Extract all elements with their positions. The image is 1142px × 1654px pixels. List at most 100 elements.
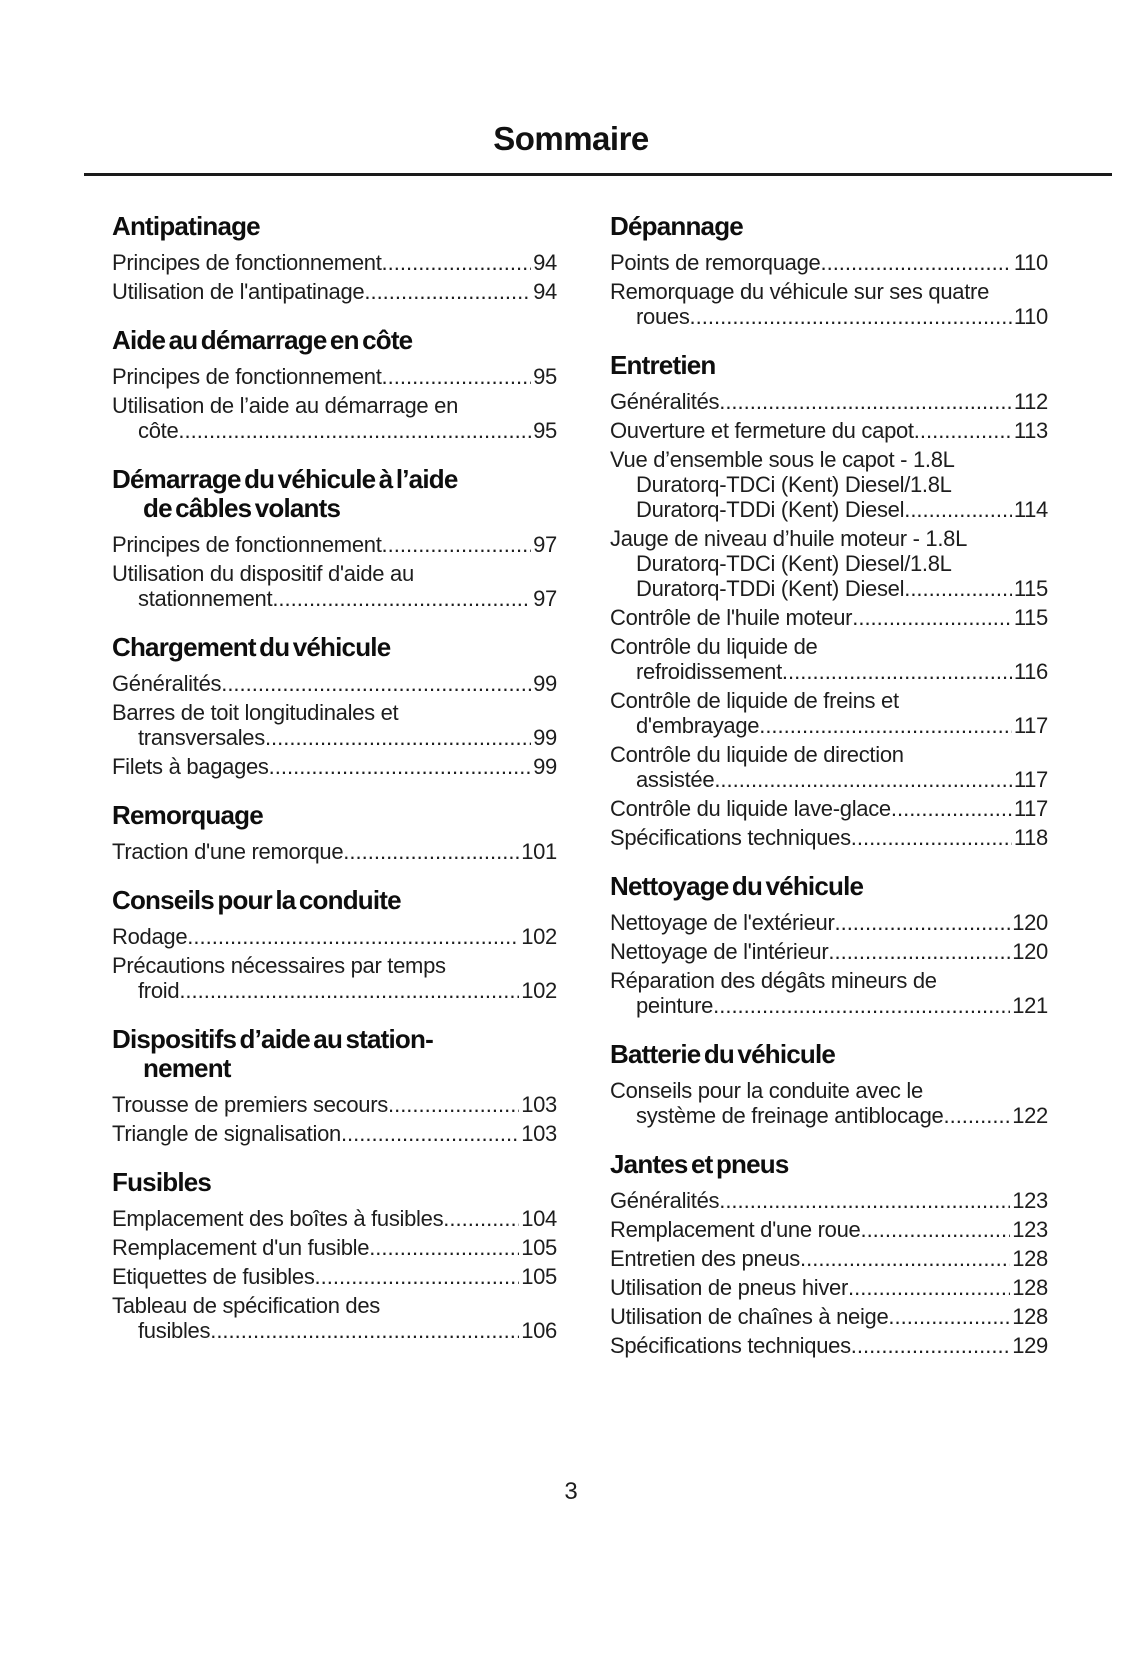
section-heading: Aide au démarrage en côte xyxy=(112,325,413,355)
toc-entry-page: 94 xyxy=(533,250,557,275)
toc-entry[interactable]: Utilisation de l’aide au démarrage en cô… xyxy=(112,393,557,443)
toc-entry[interactable]: Utilisation de pneus hiver128 xyxy=(610,1275,1048,1300)
section-heading: Nettoyage du véhicule xyxy=(610,871,864,901)
toc-entry-label: Barres de toit longitudinales et transve… xyxy=(112,700,531,750)
toc-entry[interactable]: Utilisation de l'antipatinage94 xyxy=(112,279,557,304)
toc-entry-label: Contrôle de liquide de freins et d'embra… xyxy=(610,688,1012,738)
toc-entry[interactable]: Remplacement d'une roue123 xyxy=(610,1217,1048,1242)
toc-entry-label: Vue d’ensemble sous le capot - 1.8L Dura… xyxy=(610,447,1012,522)
toc-entry[interactable]: Précautions nécessaires par temps froid1… xyxy=(112,953,557,1003)
toc-entry-label: Jauge de niveau d’huile moteur - 1.8L Du… xyxy=(610,526,1012,601)
toc-entry[interactable]: Etiquettes de fusibles105 xyxy=(112,1264,557,1289)
toc-entry[interactable]: Contrôle de liquide de freins et d'embra… xyxy=(610,688,1048,738)
section-heading: Démarrage du véhicule à l’aide de câbles… xyxy=(112,464,458,523)
toc-entry[interactable]: Entretien des pneus128 xyxy=(610,1246,1048,1271)
toc-entry-label: Contrôle du liquide de direction assisté… xyxy=(610,742,1012,792)
toc-entry[interactable]: Rodage102 xyxy=(112,924,557,949)
toc-entry-page: 105 xyxy=(521,1235,557,1260)
toc-entry[interactable]: Contrôle du liquide lave-glace117 xyxy=(610,796,1048,821)
toc-entry[interactable]: Trousse de premiers secours103 xyxy=(112,1092,557,1117)
toc-entry[interactable]: Utilisation de chaînes à neige128 xyxy=(610,1304,1048,1329)
toc-entry-label: Réparation des dégâts mineurs de peintur… xyxy=(610,968,1010,1018)
toc-entry[interactable]: Contrôle du liquide de refroidissement11… xyxy=(610,634,1048,684)
toc-entry-label: Etiquettes de fusibles xyxy=(112,1264,519,1289)
toc-section: EntretienGénéralités112Ouverture et ferm… xyxy=(610,351,1048,851)
toc-entry[interactable]: Vue d’ensemble sous le capot - 1.8L Dura… xyxy=(610,447,1048,522)
toc-entry-page: 120 xyxy=(1012,939,1048,964)
toc-section: Batterie du véhicule Conseils pour la con… xyxy=(610,1040,1048,1129)
toc-entry-page: 95 xyxy=(533,364,557,389)
toc-entry-label: Remorquage du véhicule sur ses quatre ro… xyxy=(610,279,1012,329)
toc-entry[interactable]: Principes de fonctionnement94 xyxy=(112,250,557,275)
toc-entry-label: Nettoyage de l'extérieur xyxy=(610,910,1010,935)
toc-entry[interactable]: Réparation des dégâts mineurs de peintur… xyxy=(610,968,1048,1018)
toc-entry-page: 120 xyxy=(1012,910,1048,935)
toc-entry-label: Principes de fonctionnement xyxy=(112,250,531,275)
toc-entry-page: 115 xyxy=(1013,576,1048,601)
toc-entry[interactable]: Spécifications techniques118 xyxy=(610,825,1048,850)
toc-entry[interactable]: Spécifications techniques129 xyxy=(610,1333,1048,1358)
toc-section: Démarrage du véhicule à l’aide de câbles… xyxy=(112,464,557,612)
toc-entry-label: Trousse de premiers secours xyxy=(112,1092,519,1117)
toc-entry-page: 118 xyxy=(1013,825,1048,850)
toc-entry-page: 123 xyxy=(1012,1188,1048,1213)
toc-entry[interactable]: Utilisation du dispositif d'aide au stat… xyxy=(112,561,557,611)
toc-entry-page: 99 xyxy=(533,725,557,750)
toc-entry[interactable]: Barres de toit longitudinales et transve… xyxy=(112,700,557,750)
toc-entry[interactable]: Tableau de spécification des fusibles106 xyxy=(112,1293,557,1343)
toc-entry-page: 114 xyxy=(1013,497,1048,522)
toc-entry-label: Remplacement d'une roue xyxy=(610,1217,1010,1242)
toc-entry[interactable]: Ouverture et fermeture du capot113 xyxy=(610,418,1048,443)
toc-section: Antipatinage Principes de fonctionnement9… xyxy=(112,212,557,305)
toc-entry[interactable]: Nettoyage de l'extérieur120 xyxy=(610,910,1048,935)
toc-entry[interactable]: Principes de fonctionnement95 xyxy=(112,364,557,389)
toc-entry-page: 122 xyxy=(1012,1103,1048,1128)
toc-entry-label: Entretien des pneus xyxy=(610,1246,1010,1271)
toc-entry-label: Spécifications techniques xyxy=(610,1333,1010,1358)
toc-entry[interactable]: Jauge de niveau d’huile moteur - 1.8L Du… xyxy=(610,526,1048,601)
toc-section: Fusibles Emplacement des boîtes à fusible… xyxy=(112,1167,557,1344)
toc-entry[interactable]: Contrôle de l'huile moteur115 xyxy=(610,605,1048,630)
toc-entry-page: 117 xyxy=(1013,796,1048,821)
toc-entry[interactable]: Filets à bagages99 xyxy=(112,754,557,779)
toc-entry[interactable]: Points de remorquage110 xyxy=(610,250,1048,275)
toc-entry-label: Tableau de spécification des fusibles xyxy=(112,1293,519,1343)
toc-entry-page: 94 xyxy=(533,279,557,304)
toc-entry-label: Contrôle du liquide lave-glace xyxy=(610,796,1012,821)
toc-entry-label: Spécifications techniques xyxy=(610,825,1012,850)
toc-entry-label: Ouverture et fermeture du capot xyxy=(610,418,1012,443)
toc-entry-page: 112 xyxy=(1013,389,1048,414)
toc-entry-page: 99 xyxy=(533,671,557,696)
title-divider xyxy=(84,173,1112,176)
toc-entry-label: Nettoyage de l'intérieur xyxy=(610,939,1010,964)
toc-entry-page: 129 xyxy=(1012,1333,1048,1358)
toc-entry[interactable]: Généralités123 xyxy=(610,1188,1048,1213)
toc-entry[interactable]: Traction d'une remorque101 xyxy=(112,839,557,864)
page-title: Sommaire xyxy=(493,120,649,157)
toc-entry-page: 123 xyxy=(1012,1217,1048,1242)
toc-entry[interactable]: Conseils pour la conduite avec le systèm… xyxy=(610,1078,1048,1128)
toc-entry[interactable]: Contrôle du liquide de direction assisté… xyxy=(610,742,1048,792)
toc-entry[interactable]: Remorquage du véhicule sur ses quatre ro… xyxy=(610,279,1048,329)
toc-entry-page: 97 xyxy=(533,532,557,557)
toc-entry[interactable]: Remplacement d'un fusible105 xyxy=(112,1235,557,1260)
toc-entry-label: Triangle de signalisation xyxy=(112,1121,519,1146)
toc-entry-page: 113 xyxy=(1013,418,1048,443)
section-heading: Dépannage xyxy=(610,211,744,241)
toc-entry[interactable]: Généralités112 xyxy=(610,389,1048,414)
toc-entry[interactable]: Emplacement des boîtes à fusibles104 xyxy=(112,1206,557,1231)
toc-entry-page: 128 xyxy=(1012,1304,1048,1329)
toc-entry-label: Remplacement d'un fusible xyxy=(112,1235,519,1260)
toc-entry-page: 95 xyxy=(533,418,557,443)
toc-entry[interactable]: Nettoyage de l'intérieur120 xyxy=(610,939,1048,964)
toc-entry-label: Généralités xyxy=(610,1188,1010,1213)
footer-page-number: 3 xyxy=(564,1478,578,1505)
toc-entry-label: Utilisation de chaînes à neige xyxy=(610,1304,1010,1329)
toc-entry[interactable]: Triangle de signalisation103 xyxy=(112,1121,557,1146)
section-heading: Fusibles xyxy=(112,1167,212,1197)
toc-entry[interactable]: Principes de fonctionnement97 xyxy=(112,532,557,557)
toc-entry-label: Conseils pour la conduite avec le systèm… xyxy=(610,1078,1010,1128)
toc-entry-label: Filets à bagages xyxy=(112,754,531,779)
toc-entry[interactable]: Généralités99 xyxy=(112,671,557,696)
